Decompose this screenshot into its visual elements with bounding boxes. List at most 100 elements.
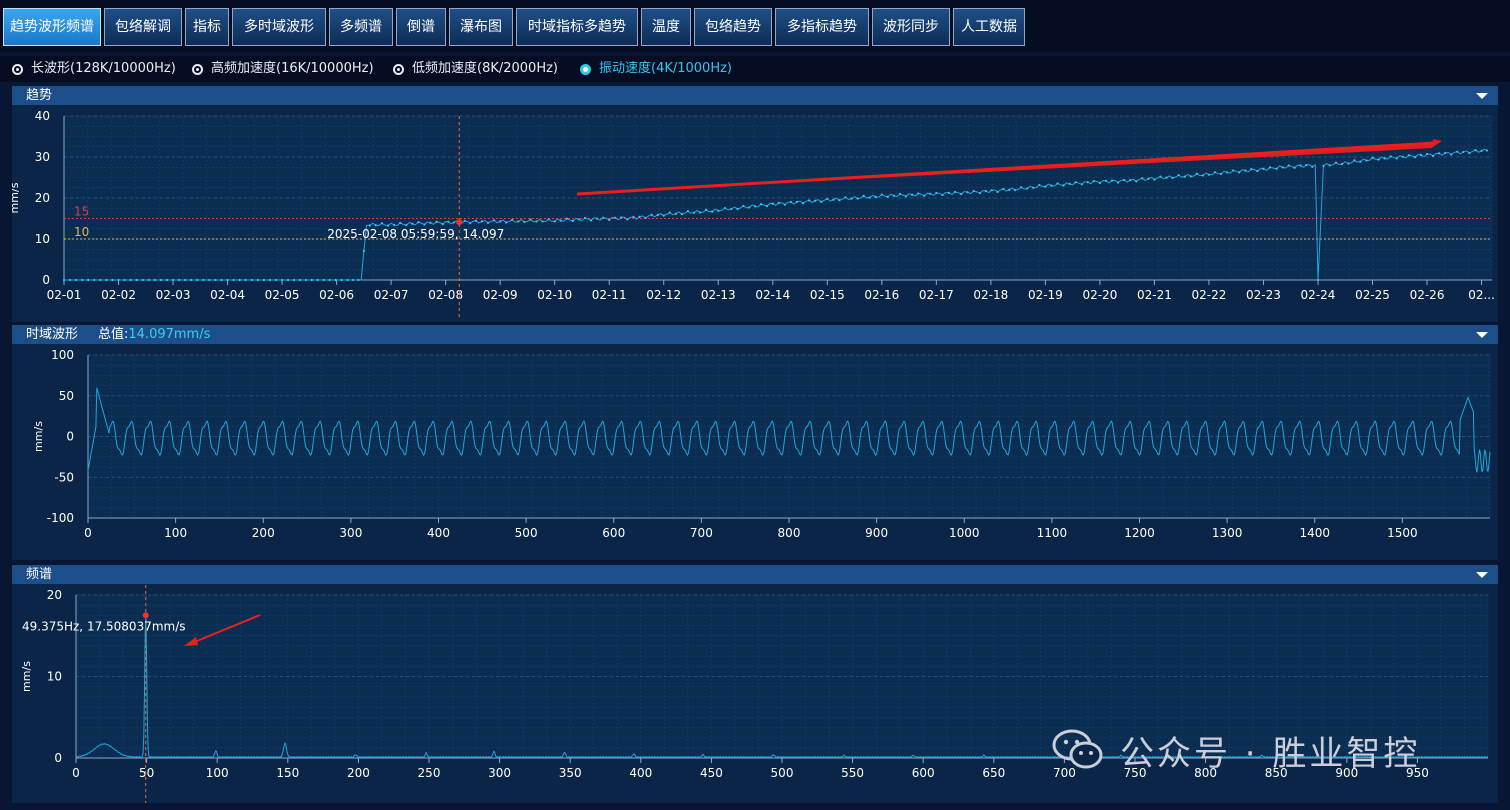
- trend-point: [1287, 164, 1290, 167]
- trend-point: [960, 192, 963, 196]
- trend-point: [892, 194, 896, 197]
- trend-point: [1250, 168, 1253, 171]
- tab-4[interactable]: 多时域波形: [232, 8, 326, 46]
- trend-point: [1244, 169, 1247, 172]
- trend-point: [75, 278, 78, 282]
- x-tick-label: 800: [1194, 766, 1217, 780]
- trend-point: [178, 278, 181, 282]
- trend-chart[interactable]: 0 10 20 30 40 02-01 02-02 02-03 02-04 02-05 02-06 0…: [12, 86, 1498, 322]
- mode-option-4[interactable]: 振动速度(4K/1000Hz): [580, 59, 732, 79]
- x-tick-label: 02-26: [1410, 288, 1445, 302]
- wechat-icon: [1052, 729, 1103, 769]
- mode-label: 高频加速度(16K/10000Hz): [211, 61, 374, 76]
- trend-point: [1268, 166, 1272, 169]
- x-tick-label: 150: [276, 766, 299, 780]
- x-tick-label: 1000: [949, 526, 980, 540]
- trend-point: [435, 220, 438, 223]
- x-tick-label: 02-17: [919, 288, 954, 302]
- trend-point: [452, 221, 455, 224]
- trend-point: [316, 278, 319, 282]
- y-tick-label: 50: [59, 389, 74, 403]
- trend-point: [814, 199, 817, 202]
- x-tick-label: 300: [488, 766, 511, 780]
- trend-point: [1050, 184, 1053, 187]
- collapse-waveform-icon[interactable]: [1476, 332, 1488, 338]
- tab-7[interactable]: 瀑布图: [449, 8, 513, 46]
- y-tick-label: -100: [47, 511, 74, 525]
- tab-11[interactable]: 多指标趋势: [775, 8, 869, 46]
- trend-point: [711, 210, 714, 213]
- tab-1[interactable]: 趋势波形频谱: [3, 8, 101, 46]
- tab-3[interactable]: 指标: [185, 8, 229, 46]
- trend-point: [1480, 149, 1483, 152]
- x-tick-label: 02-10: [537, 288, 572, 302]
- x-tick-label: 600: [602, 526, 625, 540]
- trend-point: [517, 220, 520, 223]
- trend-point: [159, 278, 163, 282]
- x-tick-label: 900: [1335, 766, 1358, 780]
- spectrum-arrow-head: [184, 637, 198, 646]
- x-tick-label: 450: [700, 766, 723, 780]
- y-axis-label: mm/s: [12, 182, 21, 213]
- trend-point: [280, 278, 284, 282]
- mode-option-2[interactable]: 高频加速度(16K/10000Hz): [192, 59, 374, 79]
- mode-option-3[interactable]: 低频加速度(8K/2000Hz): [393, 59, 558, 79]
- trend-point: [1062, 184, 1065, 187]
- cursor-marker: [456, 219, 463, 226]
- trend-point: [334, 278, 337, 282]
- trend-point: [608, 218, 611, 222]
- x-tick-label: 400: [427, 526, 450, 540]
- x-tick-label: 350: [559, 766, 582, 780]
- tab-6[interactable]: 倒谱: [396, 8, 446, 46]
- trend-point: [362, 249, 365, 253]
- trend-point: [996, 190, 999, 194]
- trend-point: [208, 278, 211, 282]
- trend-point: [1395, 157, 1398, 160]
- y-tick-label: 10: [47, 670, 62, 684]
- trend-point: [1129, 178, 1132, 182]
- trend-point: [256, 278, 259, 282]
- trend-point: [1353, 159, 1356, 162]
- trend-point: [832, 198, 835, 201]
- y-tick-label: 20: [35, 191, 50, 205]
- collapse-trend-icon[interactable]: [1476, 93, 1488, 99]
- waveform-total-value: 14.097mm/s: [128, 327, 211, 342]
- trend-panel-header: 趋势: [12, 86, 1498, 105]
- trend-point: [340, 278, 343, 282]
- trend-point: [386, 224, 390, 227]
- x-tick-label: 02-12: [646, 288, 681, 302]
- tab-2[interactable]: 包络解调: [104, 8, 182, 46]
- mode-option-1[interactable]: 长波形(128K/10000Hz): [12, 59, 176, 79]
- x-tick-label: 02-21: [1137, 288, 1172, 302]
- trend-point: [1407, 154, 1410, 157]
- tab-13[interactable]: 人工数据: [953, 8, 1025, 46]
- collapse-spectrum-icon[interactable]: [1476, 572, 1488, 578]
- tab-12[interactable]: 波形同步: [872, 8, 950, 46]
- waveform-panel: 时域波形 总值:14.097mm/s -100 -50 0 50 100 0 100 200 3…: [12, 325, 1498, 560]
- trend-point: [898, 192, 902, 196]
- x-tick-label: 02-04: [210, 288, 245, 302]
- tab-5[interactable]: 多频谱: [329, 8, 393, 46]
- spectrum-arrow-shaft: [191, 614, 261, 644]
- trend-point: [505, 221, 508, 224]
- x-tick-label: 02-02: [101, 288, 136, 302]
- tab-10[interactable]: 包络趋势: [694, 8, 772, 46]
- trend-point: [1092, 179, 1095, 183]
- x-tick-label: 650: [982, 766, 1005, 780]
- trend-point: [856, 197, 859, 200]
- trend-point: [801, 202, 805, 205]
- trend-point: [650, 213, 653, 216]
- tab-bar: 趋势波形频谱 包络解调 指标 多时域波形 多频谱 倒谱 瀑布图 时域指标多趋势 温度 包络趋势 多指…: [0, 0, 1510, 52]
- tab-8[interactable]: 时域指标多趋势: [516, 8, 638, 46]
- threshold-label: 15: [74, 205, 89, 219]
- trend-point: [680, 212, 684, 216]
- trend-point: [328, 278, 331, 282]
- trend-point: [220, 278, 223, 282]
- trend-point: [393, 223, 396, 227]
- x-tick-label: 02-03: [156, 288, 191, 302]
- trend-point: [1401, 155, 1404, 158]
- trend-point: [202, 278, 205, 282]
- tab-9[interactable]: 温度: [641, 8, 691, 46]
